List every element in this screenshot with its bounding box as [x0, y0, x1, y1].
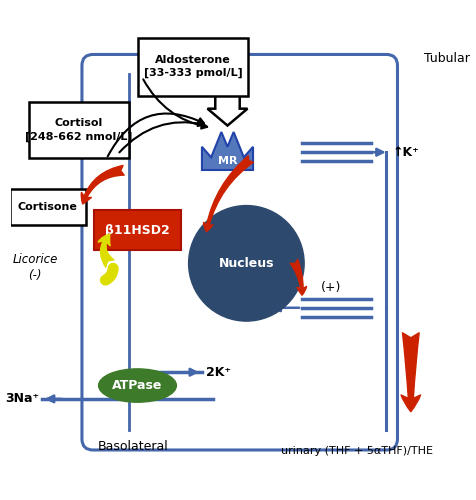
Text: 3Na⁺: 3Na⁺	[6, 392, 40, 406]
Polygon shape	[208, 92, 248, 126]
FancyArrowPatch shape	[108, 114, 204, 156]
FancyArrowPatch shape	[204, 156, 253, 232]
FancyBboxPatch shape	[82, 54, 397, 450]
Circle shape	[188, 206, 304, 321]
FancyArrowPatch shape	[105, 268, 113, 280]
Text: MR: MR	[218, 156, 237, 166]
FancyBboxPatch shape	[139, 38, 248, 96]
Ellipse shape	[99, 369, 177, 402]
Text: Licorice
(-): Licorice (-)	[12, 254, 58, 282]
FancyArrowPatch shape	[119, 120, 204, 152]
FancyArrowPatch shape	[401, 333, 420, 411]
Text: Cortisone: Cortisone	[18, 202, 78, 211]
FancyArrowPatch shape	[81, 166, 124, 204]
FancyBboxPatch shape	[29, 102, 129, 158]
Text: Basolateral: Basolateral	[98, 440, 168, 453]
FancyArrowPatch shape	[143, 80, 207, 128]
Polygon shape	[202, 132, 253, 170]
FancyBboxPatch shape	[10, 188, 86, 224]
Text: (+): (+)	[321, 282, 341, 294]
Text: Na⁺: Na⁺	[234, 302, 260, 314]
FancyArrowPatch shape	[98, 234, 114, 267]
FancyArrowPatch shape	[290, 260, 307, 295]
Text: Nucleus: Nucleus	[218, 257, 274, 270]
Text: 2K⁺: 2K⁺	[207, 366, 231, 378]
Text: Tubular: Tubular	[424, 52, 470, 66]
Text: Aldosterone
[33-333 pmol/L]: Aldosterone [33-333 pmol/L]	[144, 55, 242, 78]
Text: Cortisol
[248-662 nmol/L]: Cortisol [248-662 nmol/L]	[25, 118, 133, 142]
FancyBboxPatch shape	[94, 210, 181, 250]
Text: ATPase: ATPase	[112, 379, 163, 392]
Text: urinary (THF + 5αTHF)/THE: urinary (THF + 5αTHF)/THE	[281, 446, 434, 456]
Text: ↑K⁺: ↑K⁺	[393, 146, 420, 158]
Text: β11HSD2: β11HSD2	[105, 224, 170, 236]
